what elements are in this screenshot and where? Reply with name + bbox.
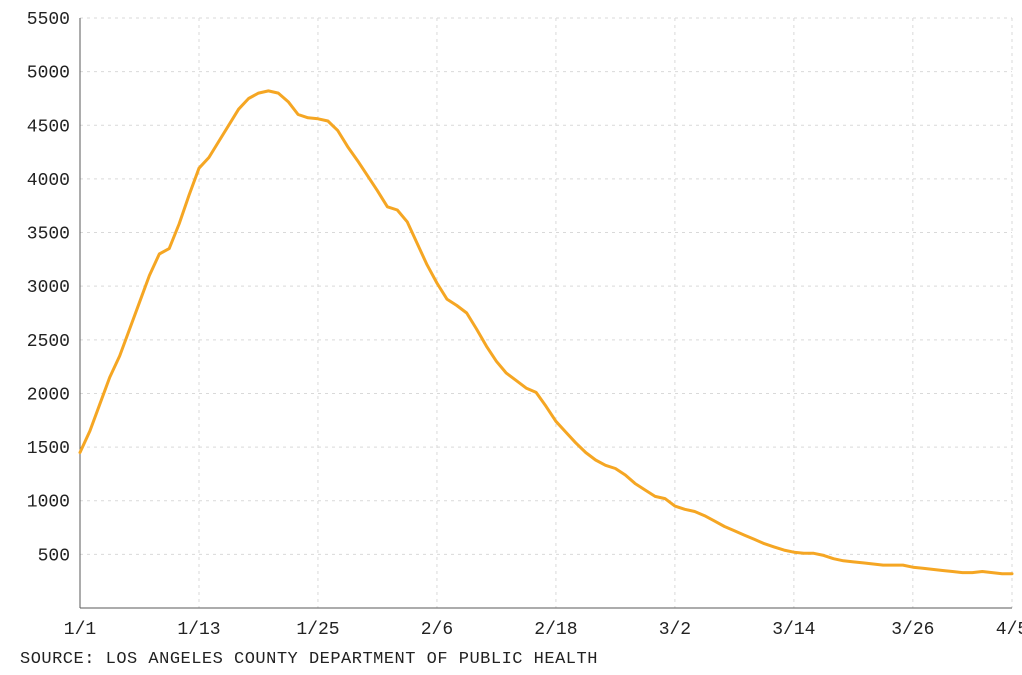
y-tick-label: 4000 <box>27 171 70 191</box>
y-tick-label: 1000 <box>27 493 70 513</box>
x-tick-label: 3/26 <box>891 620 934 640</box>
y-tick-label: 2000 <box>27 385 70 405</box>
x-tick-label: 4/5 <box>996 620 1022 640</box>
chart-container: 500 1000 1500 2000 2500 3000 3500 4000 4500 5000 5… <box>0 0 1022 675</box>
x-tick-label: 2/18 <box>534 620 577 640</box>
x-tick-label: 3/2 <box>659 620 691 640</box>
x-tick-label: 2/6 <box>421 620 453 640</box>
y-tick-label: 3500 <box>27 225 70 245</box>
y-tick-label: 500 <box>38 546 70 566</box>
line-chart: 500 1000 1500 2000 2500 3000 3500 4000 4500 5000 5… <box>0 0 1022 675</box>
source-attribution: SOURCE: LOS ANGELES COUNTY DEPARTMENT OF… <box>20 650 598 669</box>
x-tick-label: 1/13 <box>177 620 220 640</box>
y-tick-label: 2500 <box>27 332 70 352</box>
y-tick-label: 1500 <box>27 439 70 459</box>
x-tick-label: 1/1 <box>64 620 96 640</box>
x-tick-label: 3/14 <box>772 620 815 640</box>
y-tick-label: 3000 <box>27 278 70 298</box>
y-tick-label: 5000 <box>27 64 70 84</box>
y-tick-label: 5500 <box>27 10 70 30</box>
y-tick-label: 4500 <box>27 117 70 137</box>
x-tick-label: 1/25 <box>296 620 339 640</box>
